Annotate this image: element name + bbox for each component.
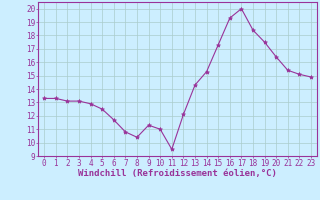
X-axis label: Windchill (Refroidissement éolien,°C): Windchill (Refroidissement éolien,°C) — [78, 169, 277, 178]
